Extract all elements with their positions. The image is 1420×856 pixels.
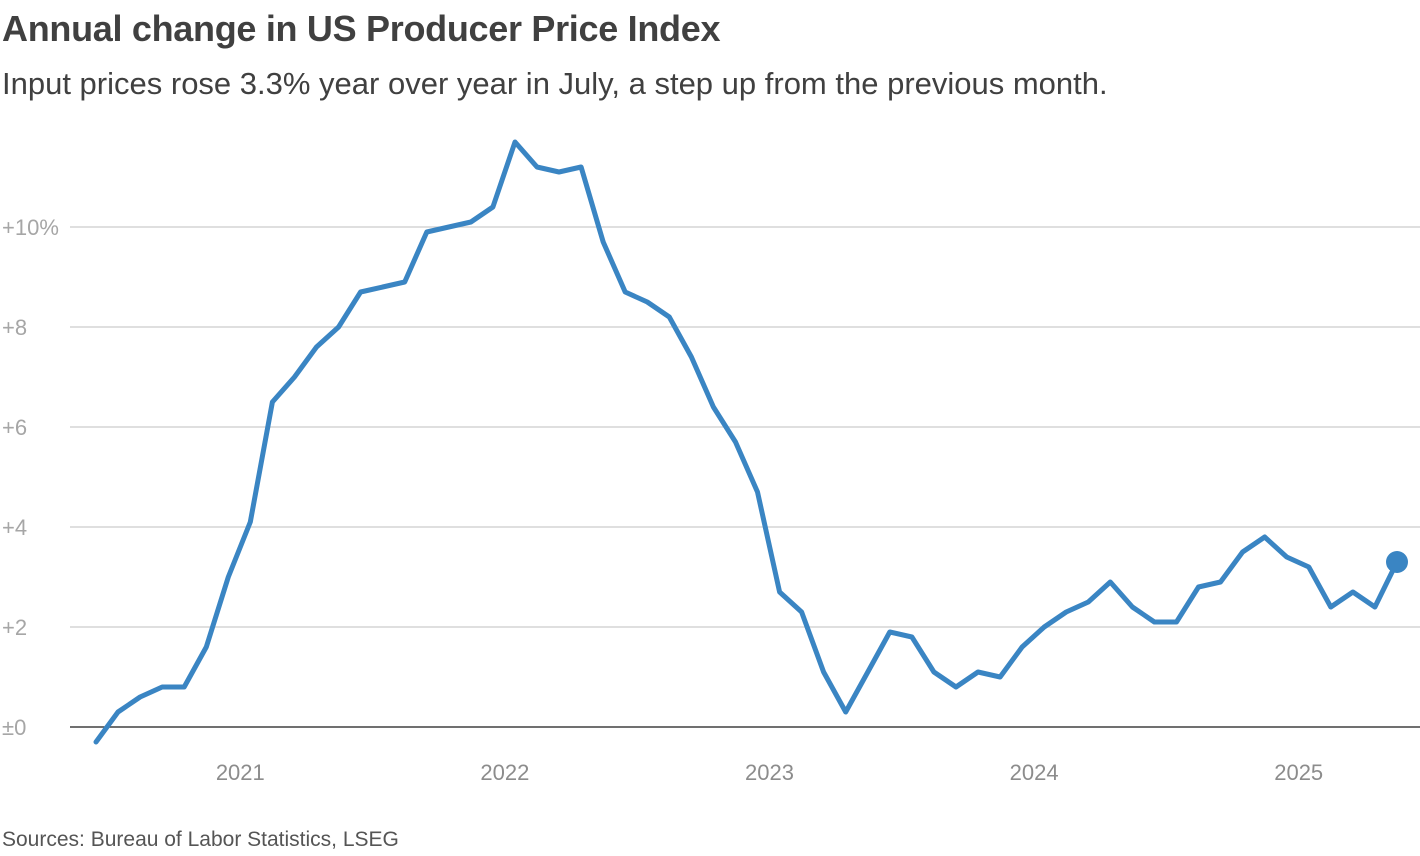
y-tick-label: +6 xyxy=(2,415,27,440)
latest-point-marker xyxy=(1386,551,1408,573)
y-tick-label: ±0 xyxy=(2,715,26,740)
chart-subtitle: Input prices rose 3.3% year over year in… xyxy=(2,66,1108,101)
x-tick-label: 2024 xyxy=(1010,760,1059,785)
series xyxy=(93,139,1408,745)
x-tick-label: 2025 xyxy=(1274,760,1323,785)
y-tick-label: +2 xyxy=(2,615,27,640)
y-tick-label: +10% xyxy=(2,215,59,240)
gridlines xyxy=(70,226,1420,728)
series-line xyxy=(93,139,1400,745)
y-axis-ticks: ±0 +2 +4 +6 +8 +10% xyxy=(2,215,59,740)
x-axis-ticks: 2021 2022 2023 2024 2025 xyxy=(216,760,1323,785)
chart-title: Annual change in US Producer Price Index xyxy=(2,8,721,49)
y-tick-label: +4 xyxy=(2,515,27,540)
y-tick-label: +8 xyxy=(2,315,27,340)
x-tick-label: 2023 xyxy=(745,760,794,785)
x-tick-label: 2022 xyxy=(480,760,529,785)
source-note: Sources: Bureau of Labor Statistics, LSE… xyxy=(2,828,399,851)
x-tick-label: 2021 xyxy=(216,760,265,785)
